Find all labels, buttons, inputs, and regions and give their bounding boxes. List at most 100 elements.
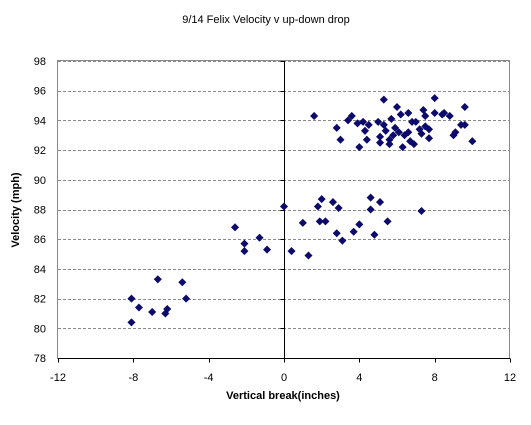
x-tick-label: 4 — [356, 372, 362, 384]
data-point — [178, 278, 187, 287]
data-point — [298, 218, 307, 227]
data-point — [148, 307, 157, 316]
data-point — [396, 110, 405, 119]
data-point — [366, 193, 375, 202]
data-point — [379, 95, 388, 104]
data-point — [163, 304, 172, 314]
data-point — [379, 120, 388, 129]
data-point — [321, 217, 330, 226]
y-tick-label: 92 — [34, 145, 46, 157]
data-point — [374, 117, 383, 126]
y-tick-label: 80 — [34, 323, 46, 335]
x-tick-label: -4 — [204, 372, 214, 384]
y-tick-label: 82 — [34, 294, 46, 306]
x-tick-label: -12 — [50, 372, 66, 384]
x-tick-label: -8 — [128, 372, 138, 384]
x-axis-title: Vertical break(inches) — [226, 390, 340, 402]
data-point — [360, 126, 370, 135]
y-tick-label: 98 — [34, 56, 46, 68]
data-point — [460, 103, 469, 112]
data-point — [153, 275, 162, 284]
y-tick-label: 86 — [34, 234, 46, 246]
data-point — [366, 205, 375, 214]
data-point — [430, 108, 439, 117]
data-point — [332, 229, 341, 238]
data-points — [127, 94, 477, 327]
data-point — [364, 120, 373, 129]
data-point — [313, 202, 322, 211]
data-point — [398, 143, 407, 152]
data-point — [383, 217, 392, 226]
data-point — [424, 134, 434, 143]
x-tick-label: 8 — [432, 372, 438, 384]
data-point — [355, 143, 364, 152]
data-point — [468, 137, 477, 146]
data-point — [279, 202, 289, 211]
x-tick-label: 0 — [281, 372, 287, 384]
data-point — [370, 230, 379, 239]
y-tick-label: 88 — [34, 205, 46, 217]
data-point — [389, 131, 398, 140]
y-tick-label: 96 — [34, 86, 46, 98]
data-point — [445, 111, 454, 120]
data-point — [411, 117, 420, 126]
data-point — [349, 227, 358, 236]
data-point — [310, 111, 319, 120]
data-point — [287, 247, 296, 256]
data-point — [304, 251, 313, 260]
data-point — [440, 108, 449, 117]
data-point — [421, 111, 430, 120]
data-point — [387, 114, 396, 123]
data-point — [419, 105, 428, 115]
data-point — [381, 126, 390, 135]
data-point — [404, 128, 413, 137]
y-tick-label: 84 — [34, 264, 46, 276]
data-point — [376, 138, 385, 147]
data-point — [255, 233, 264, 242]
data-point — [409, 140, 418, 149]
data-point — [417, 206, 426, 216]
data-point — [182, 294, 191, 303]
data-point — [134, 303, 144, 312]
y-tick-label: 94 — [34, 115, 46, 127]
data-point — [417, 129, 426, 138]
x-tick-label: 12 — [504, 372, 516, 384]
data-point — [347, 111, 356, 120]
data-point — [430, 94, 439, 103]
data-point — [231, 223, 240, 232]
data-point — [451, 128, 460, 137]
data-point — [406, 137, 415, 146]
data-point — [376, 132, 385, 141]
data-point — [263, 245, 272, 254]
data-point — [344, 116, 353, 125]
data-point — [394, 128, 403, 137]
data-point — [127, 294, 136, 303]
data-point — [317, 195, 326, 204]
data-point — [362, 135, 371, 144]
chart-title: 9/14 Felix Velocity v up-down drop — [182, 14, 350, 26]
data-point — [334, 203, 343, 213]
data-point — [127, 318, 136, 327]
data-point — [392, 103, 402, 112]
y-axis-title: Velocity (mph) — [10, 172, 22, 248]
axes — [58, 61, 511, 363]
data-point — [332, 123, 341, 132]
data-point — [460, 120, 469, 129]
data-point — [385, 140, 394, 149]
data-point — [336, 135, 345, 144]
data-point — [328, 198, 337, 207]
y-tick-label: 78 — [34, 353, 46, 365]
data-point — [240, 239, 249, 248]
data-point — [240, 247, 249, 256]
y-tick-label: 90 — [34, 175, 46, 187]
data-point — [424, 125, 434, 134]
data-point — [359, 117, 368, 126]
data-point — [315, 217, 324, 226]
data-point — [376, 198, 385, 207]
data-point — [355, 220, 364, 229]
tick-labels: 78 80 82 84 86 88 90 92 94 96 98 -12 -8 -4 0 4 8 12 — [34, 56, 516, 384]
data-point — [391, 123, 400, 132]
data-point — [338, 236, 347, 245]
